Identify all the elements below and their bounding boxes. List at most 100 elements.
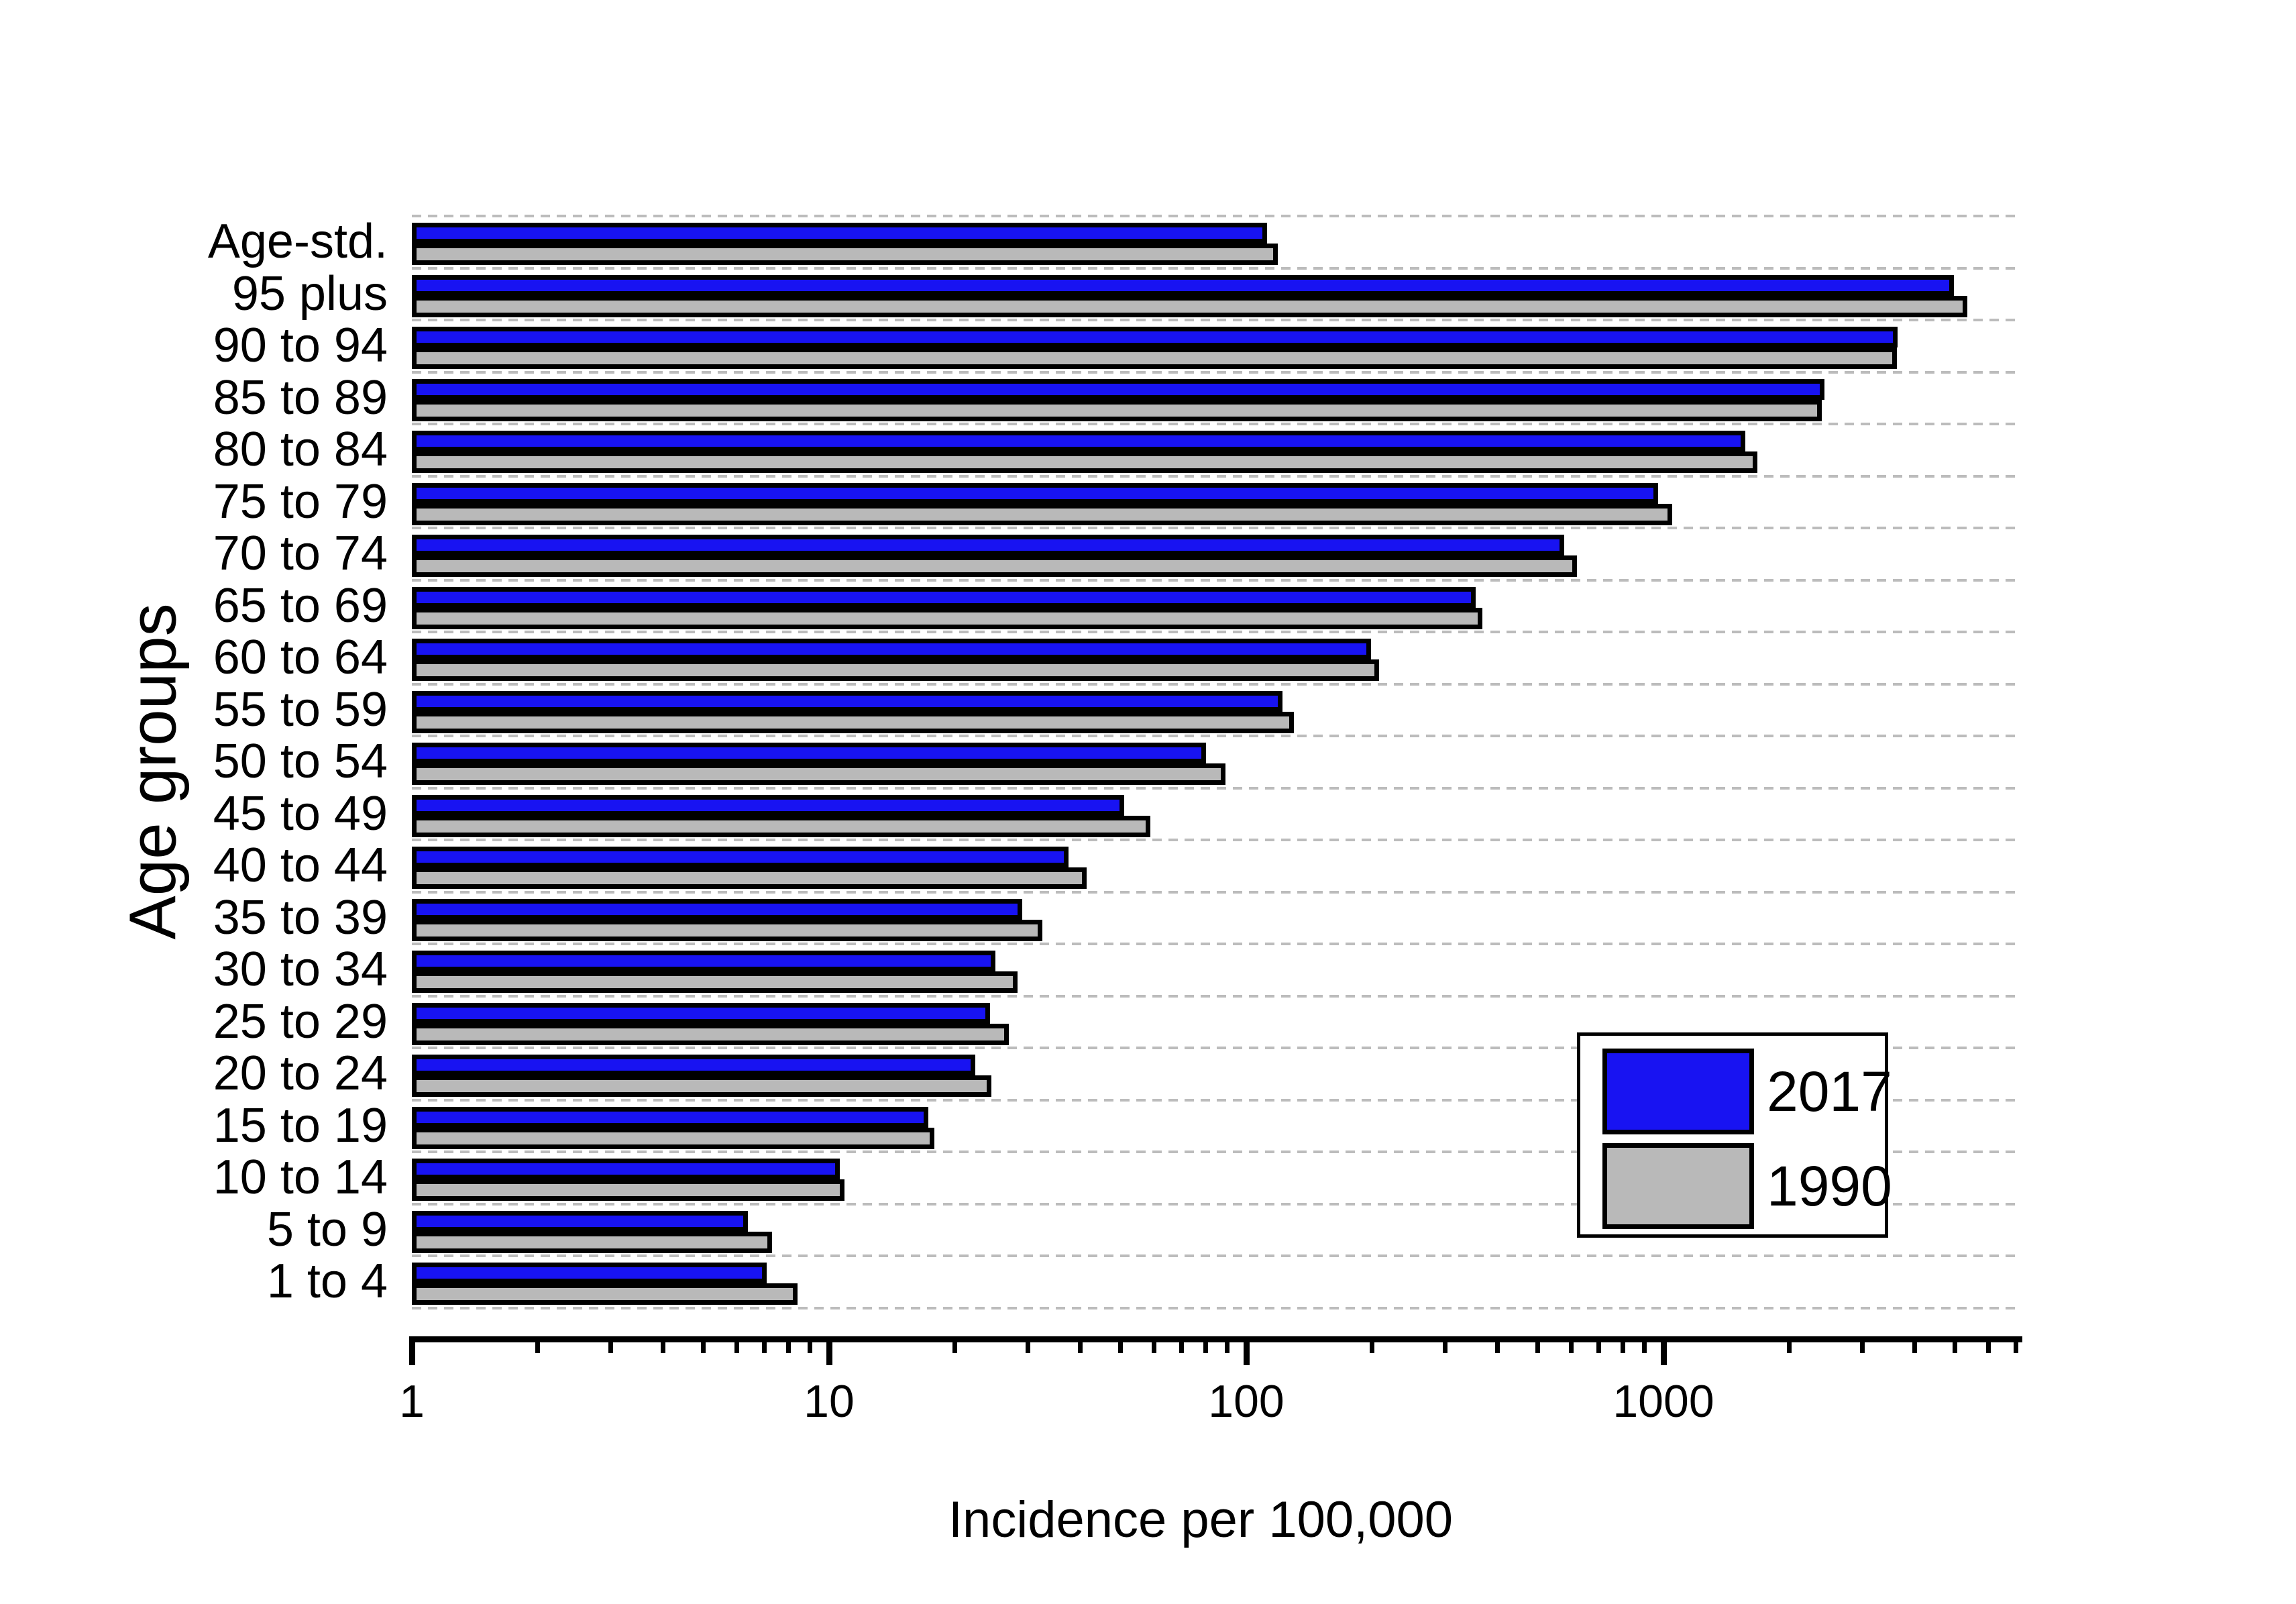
x-minor-tick: [1860, 1342, 1865, 1353]
y-tick-label: 80 to 84: [213, 423, 388, 476]
y-tick-label: 35 to 39: [213, 890, 388, 945]
x-minor-tick: [1077, 1342, 1083, 1353]
bar-1990-55-to-59: [412, 711, 1294, 733]
bar-1990-65-to-69: [412, 607, 1482, 629]
bar-2017-95-plus: [412, 274, 1954, 296]
x-minor-tick: [1443, 1342, 1448, 1353]
bar-2017-75-to-79: [412, 482, 1658, 504]
gridline: [412, 527, 2019, 529]
bar-2017-45-to-49: [412, 794, 1124, 816]
legend-swatch-1990: [1602, 1143, 1754, 1229]
x-minor-tick: [762, 1342, 767, 1353]
bar-2017-80-to-84: [412, 431, 1745, 451]
y-tick-label: Age-std.: [207, 215, 388, 268]
y-tick-label: 1 to 4: [266, 1254, 388, 1308]
y-tick-label: 20 to 24: [213, 1047, 388, 1100]
bar-1990-5-to-9: [412, 1231, 772, 1253]
gridline: [412, 839, 2019, 841]
gridline: [412, 1254, 2019, 1257]
x-tick-label: 10: [804, 1376, 855, 1427]
gridline: [412, 370, 2019, 374]
x-tick-label: 100: [1208, 1376, 1284, 1427]
gridline: [412, 786, 2019, 790]
y-tick-label: 10 to 14: [213, 1151, 388, 1204]
x-minor-tick: [660, 1342, 665, 1353]
bar-1990-35-to-39: [412, 919, 1042, 941]
legend-swatch-2017: [1602, 1049, 1754, 1134]
x-minor-tick: [1118, 1342, 1124, 1353]
x-minor-tick: [808, 1342, 813, 1353]
gridline: [412, 943, 2019, 945]
x-minor-tick: [701, 1342, 706, 1353]
x-minor-tick: [1953, 1342, 1958, 1353]
x-minor-tick: [1642, 1342, 1647, 1353]
x-minor-tick: [952, 1342, 957, 1353]
gridline: [412, 474, 2019, 478]
gridline: [412, 1202, 2019, 1206]
y-tick-label: 50 to 54: [213, 735, 388, 788]
y-tick-label: 85 to 89: [213, 370, 388, 425]
y-tick-label: 40 to 44: [213, 839, 388, 892]
y-tick-label: 25 to 29: [213, 994, 388, 1049]
legend-label-2017: 2017: [1767, 1060, 1892, 1123]
bar-1990-age-std.: [412, 244, 1278, 265]
bar-1990-80-to-84: [412, 451, 1757, 473]
bar-1990-45-to-49: [412, 815, 1150, 837]
x-minor-tick: [1985, 1342, 1991, 1353]
x-minor-tick: [1786, 1342, 1792, 1353]
y-tick-label: 45 to 49: [213, 786, 388, 841]
bar-1990-95-plus: [412, 295, 1967, 317]
bar-2017-55-to-59: [412, 690, 1282, 712]
x-tick-label: 1000: [1612, 1376, 1714, 1427]
x-minor-tick: [1225, 1342, 1230, 1353]
gridline: [412, 994, 2019, 998]
bar-2017-65-to-69: [412, 586, 1476, 608]
bar-2017-90-to-94: [412, 327, 1898, 347]
x-minor-tick: [1621, 1342, 1626, 1353]
y-tick-label: 70 to 74: [213, 527, 388, 580]
bar-1990-50-to-54: [412, 763, 1225, 785]
bar-2017-15-to-19: [412, 1106, 928, 1128]
y-tick-label: 55 to 59: [213, 682, 388, 737]
gridline: [412, 631, 2019, 633]
bar-2017-20-to-24: [412, 1055, 975, 1075]
x-minor-tick: [2014, 1342, 2019, 1353]
x-minor-tick: [1535, 1342, 1541, 1353]
x-major-tick: [408, 1342, 415, 1365]
bar-1990-40-to-44: [412, 867, 1087, 889]
x-minor-tick: [734, 1342, 739, 1353]
gridline: [412, 735, 2019, 737]
x-minor-tick: [535, 1342, 540, 1353]
x-axis-title: Incidence per 100,000: [948, 1491, 1454, 1548]
bar-1990-85-to-89: [412, 399, 1822, 421]
x-minor-tick: [1596, 1342, 1602, 1353]
bar-1990-20-to-24: [412, 1075, 991, 1097]
bar-1990-25-to-29: [412, 1023, 1009, 1045]
bar-1990-60-to-64: [412, 659, 1379, 681]
gridline: [412, 1098, 2019, 1102]
y-tick-label: 95 plus: [231, 266, 388, 321]
bar-2017-60-to-64: [412, 639, 1371, 659]
bar-1990-30-to-34: [412, 971, 1018, 993]
gridline: [412, 1047, 2019, 1049]
bar-2017-10-to-14: [412, 1159, 840, 1179]
y-tick-label: 65 to 69: [213, 578, 388, 633]
bar-2017-85-to-89: [412, 378, 1824, 400]
bar-2017-25-to-29: [412, 1002, 990, 1024]
bar-2017-age-std.: [412, 223, 1267, 244]
gridline: [412, 266, 2019, 270]
bar-2017-70-to-74: [412, 535, 1564, 555]
gridline: [412, 319, 2019, 321]
gridline: [412, 1151, 2019, 1153]
legend: 2017 1990: [1577, 1032, 1892, 1238]
x-major-tick: [1243, 1342, 1250, 1365]
bar-1990-1-to-4: [412, 1283, 798, 1305]
x-minor-tick: [1568, 1342, 1574, 1353]
bar-2017-35-to-39: [412, 898, 1022, 920]
bar-1990-15-to-19: [412, 1127, 934, 1149]
gridline: [412, 423, 2019, 425]
x-minor-tick: [1203, 1342, 1209, 1353]
y-tick-label: 90 to 94: [213, 319, 388, 372]
x-minor-tick: [1912, 1342, 1917, 1353]
